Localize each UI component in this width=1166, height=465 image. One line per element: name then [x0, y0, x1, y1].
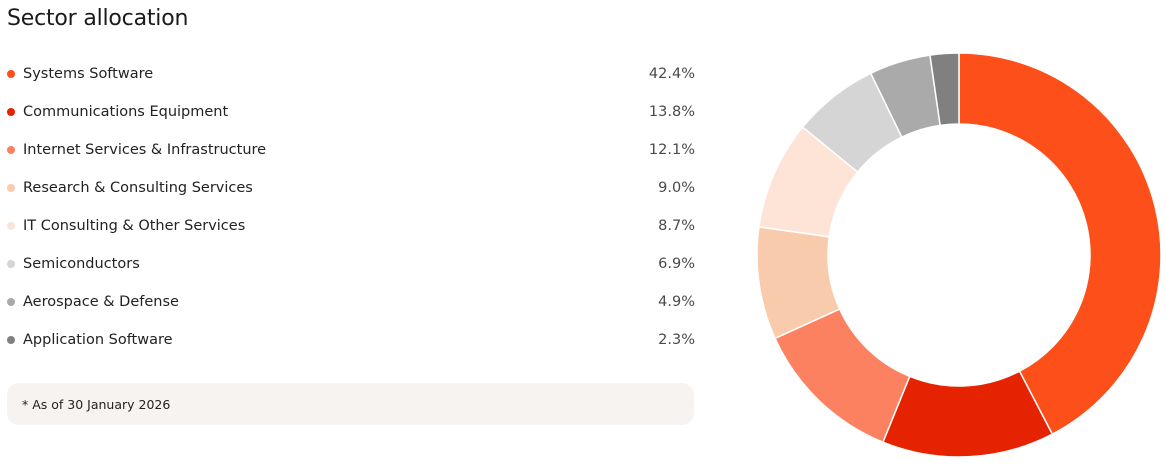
- legend-item: Systems Software 42.4%: [7, 55, 695, 93]
- legend-value: 2.3%: [658, 332, 695, 348]
- legend-dot-icon: [7, 146, 15, 154]
- legend-item: Application Software 2.3%: [7, 321, 695, 359]
- legend-label: Aerospace & Defense: [23, 294, 179, 310]
- legend-item: Research & Consulting Services 9.0%: [7, 169, 695, 207]
- donut-slice: [929, 52, 960, 127]
- legend-item: IT Consulting & Other Services 8.7%: [7, 207, 695, 245]
- legend-label: Systems Software: [23, 66, 154, 82]
- legend-label: Application Software: [23, 332, 173, 348]
- legend-item: Semiconductors 6.9%: [7, 245, 695, 283]
- legend-value: 42.4%: [648, 66, 695, 82]
- legend-item: Communications Equipment 13.8%: [7, 93, 695, 131]
- legend-value: 9.0%: [658, 180, 695, 196]
- legend-dot-icon: [7, 298, 15, 306]
- donut-slice: [958, 52, 1162, 436]
- legend-value: 6.9%: [658, 256, 695, 272]
- donut-chart: [756, 52, 1162, 458]
- donut-slice: [881, 370, 1054, 458]
- legend-dot-icon: [7, 184, 15, 192]
- legend-label: Semiconductors: [23, 256, 140, 272]
- legend: Systems Software 42.4% Communications Equi…: [7, 55, 695, 359]
- legend-dot-icon: [7, 336, 15, 344]
- legend-dot-icon: [7, 260, 15, 268]
- legend-value: 13.8%: [648, 104, 695, 120]
- legend-label: Communications Equipment: [23, 104, 229, 120]
- legend-item: Internet Services & Infrastructure 12.1%: [7, 131, 695, 169]
- legend-label: IT Consulting & Other Services: [23, 218, 246, 234]
- legend-value: 4.9%: [658, 294, 695, 310]
- footnote: * As of 30 January 2026: [7, 383, 694, 425]
- legend-label: Internet Services & Infrastructure: [23, 142, 267, 158]
- legend-item: Aerospace & Defense 4.9%: [7, 283, 695, 321]
- legend-label: Research & Consulting Services: [23, 180, 253, 196]
- legend-value: 8.7%: [658, 218, 695, 234]
- donut-slices: [756, 52, 1162, 458]
- legend-dot-icon: [7, 70, 15, 78]
- legend-dot-icon: [7, 108, 15, 116]
- legend-dot-icon: [7, 222, 15, 230]
- legend-value: 12.1%: [648, 142, 695, 158]
- chart-title: Sector allocation: [7, 6, 189, 31]
